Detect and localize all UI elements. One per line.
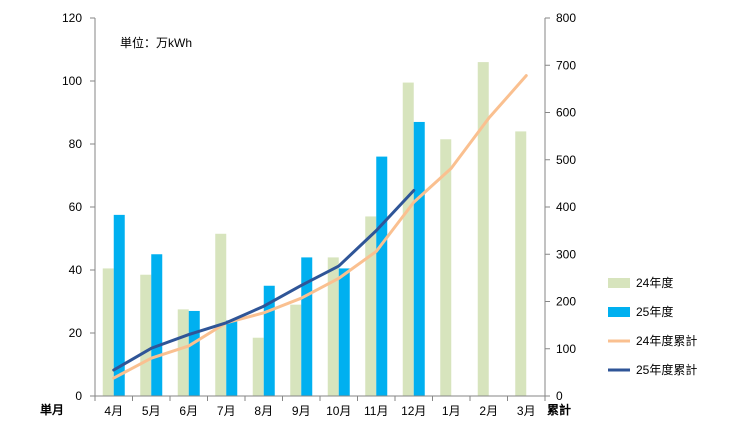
x-axis-right-label: 累計 xyxy=(547,402,571,417)
right-tick-label: 100 xyxy=(556,342,576,356)
bar-24年度-1月 xyxy=(440,139,452,396)
legend-swatch-24年度 xyxy=(608,278,630,288)
right-axis-ticks: 0 100 200 300 400 500 600 700 800 xyxy=(545,11,576,403)
x-tick-label: 11月 xyxy=(364,404,388,418)
right-tick-label: 500 xyxy=(556,153,576,167)
bar-25年度-6月 xyxy=(188,310,200,396)
x-tick-label: 10月 xyxy=(326,404,351,418)
bar-25年度-12月 xyxy=(413,121,425,396)
legend-label-25年度累計: 25年度累計 xyxy=(636,362,697,377)
legend-swatch-25年度 xyxy=(608,307,630,317)
legend-label-25年度: 25年度 xyxy=(636,304,673,319)
bar-25年度-8月 xyxy=(263,285,275,396)
legend-label-24年度: 24年度 xyxy=(636,275,673,290)
bar-24年度-7月 xyxy=(215,233,227,396)
right-tick-label: 700 xyxy=(556,58,576,72)
right-tick-label: 600 xyxy=(556,106,576,120)
bar-25年度-9月 xyxy=(301,257,313,396)
bar-25年度-11月 xyxy=(376,156,388,396)
bar-24年度-3月 xyxy=(515,131,527,396)
bar-24年度-12月 xyxy=(402,82,414,396)
x-tick-label: 12月 xyxy=(401,404,426,418)
bar-24年度-2月 xyxy=(477,62,489,396)
bar-24年度-8月 xyxy=(252,337,264,396)
legend: 24年度 25年度 24年度累計 25年度累計 xyxy=(608,275,697,377)
right-tick-label: 400 xyxy=(556,200,576,214)
bar-24年度-5月 xyxy=(140,274,152,396)
right-tick-label: 300 xyxy=(556,247,576,261)
left-tick-label: 120 xyxy=(62,11,82,25)
x-tick-label: 3月 xyxy=(517,404,536,418)
x-tick-label: 8月 xyxy=(254,404,273,418)
x-tick-label: 9月 xyxy=(292,404,311,418)
bar-24年度-9月 xyxy=(290,304,302,396)
bar-24年度-4月 xyxy=(102,268,114,396)
x-axis-left-label: 単月 xyxy=(40,402,64,417)
x-tick-label: 5月 xyxy=(142,404,161,418)
x-tick-label: 4月 xyxy=(104,404,123,418)
left-axis-ticks: 0 20 40 60 80 100 120 xyxy=(62,11,95,403)
bar-25年度-7月 xyxy=(226,320,238,396)
bar-24年度-10月 xyxy=(327,257,339,396)
left-tick-label: 20 xyxy=(69,326,83,340)
right-tick-label: 0 xyxy=(556,389,563,403)
right-tick-label: 800 xyxy=(556,11,576,25)
bar-25年度-4月 xyxy=(113,214,125,396)
x-axis-ticks: 4月 5月 6月 7月 8月 9月 10月 11月 12月 1月 2月 3月 xyxy=(94,396,546,418)
bars xyxy=(102,62,527,396)
bar-25年度-5月 xyxy=(151,254,163,396)
left-tick-label: 100 xyxy=(62,74,82,88)
x-tick-label: 1月 xyxy=(442,404,461,418)
unit-note: 単位：万kWh xyxy=(120,35,192,50)
legend-label-24年度累計: 24年度累計 xyxy=(636,333,697,348)
left-tick-label: 60 xyxy=(69,200,83,214)
lines xyxy=(112,74,528,380)
x-tick-label: 2月 xyxy=(479,404,498,418)
bar-24年度-6月 xyxy=(177,309,189,396)
right-tick-label: 200 xyxy=(556,295,576,309)
line-24年度累計 xyxy=(112,74,528,380)
left-tick-label: 0 xyxy=(75,389,82,403)
line-25年度累計 xyxy=(112,188,416,372)
left-tick-label: 80 xyxy=(69,137,83,151)
left-tick-label: 40 xyxy=(69,263,83,277)
bar-24年度-11月 xyxy=(365,216,377,396)
bar-25年度-10月 xyxy=(338,268,350,396)
axes xyxy=(94,18,546,397)
x-tick-label: 6月 xyxy=(179,404,198,418)
x-tick-label: 7月 xyxy=(217,404,236,418)
